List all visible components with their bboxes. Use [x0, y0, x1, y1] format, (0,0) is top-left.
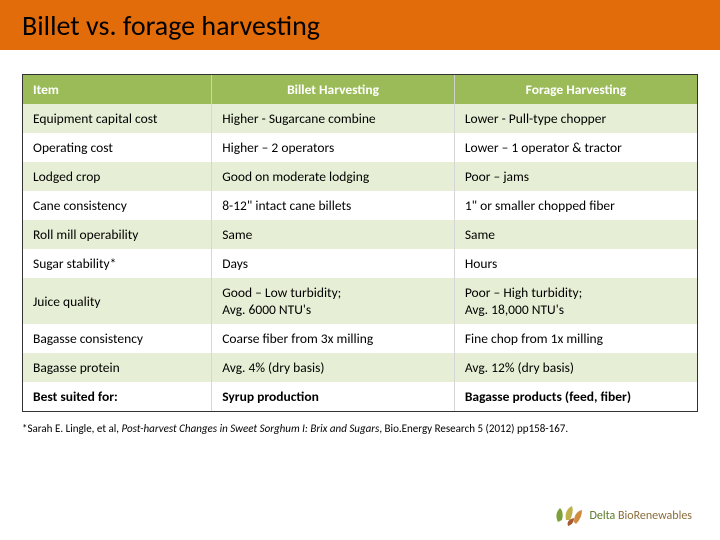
cell-billet: Good on moderate lodging	[212, 162, 455, 191]
cell-item: Best suited for:	[23, 382, 212, 411]
page-title: Billet vs. forage harvesting	[22, 8, 320, 43]
table-row: Bagasse proteinAvg. 4% (dry basis)Avg. 1…	[23, 353, 697, 382]
col-header-item: Item	[23, 75, 212, 104]
col-header-forage: Forage Harvesting	[454, 75, 697, 104]
table-header-row: Item Billet Harvesting Forage Harvesting	[23, 75, 697, 104]
cell-item: Equipment capital cost	[23, 104, 212, 133]
table-row: Roll mill operabilitySameSame	[23, 220, 697, 249]
comparison-table-container: Item Billet Harvesting Forage Harvesting…	[22, 74, 698, 412]
cell-billet: Good – Low turbidity;Avg. 6000 NTU's	[212, 278, 455, 324]
cell-forage: Poor – jams	[454, 162, 697, 191]
brand-rest: BioRenewables	[618, 509, 692, 523]
cell-item: Sugar stability*	[23, 249, 212, 278]
footnote-prefix: *Sarah E. Lingle, et al,	[22, 422, 122, 435]
cell-forage: 1" or smaller chopped fiber	[454, 191, 697, 220]
comparison-table: Item Billet Harvesting Forage Harvesting…	[23, 75, 697, 411]
table-row: Sugar stability*DaysHours	[23, 249, 697, 278]
cell-forage: Same	[454, 220, 697, 249]
footnote: *Sarah E. Lingle, et al, Post-harvest Ch…	[22, 422, 698, 435]
cell-item: Lodged crop	[23, 162, 212, 191]
title-bar: Billet vs. forage harvesting	[0, 0, 720, 50]
table-row: Juice qualityGood – Low turbidity;Avg. 6…	[23, 278, 697, 324]
cell-item: Bagasse protein	[23, 353, 212, 382]
table-row: Bagasse consistencyCoarse fiber from 3x …	[23, 324, 697, 353]
cell-item: Cane consistency	[23, 191, 212, 220]
cell-forage: Bagasse products (feed, fiber)	[454, 382, 697, 411]
cell-forage: Lower – 1 operator & tractor	[454, 133, 697, 162]
cell-billet: 8-12" intact cane billets	[212, 191, 455, 220]
table-row: Equipment capital costHigher - Sugarcane…	[23, 104, 697, 133]
cell-billet: Syrup production	[212, 382, 455, 411]
cell-forage: Fine chop from 1x milling	[454, 324, 697, 353]
table-row: Lodged cropGood on moderate lodgingPoor …	[23, 162, 697, 191]
cell-forage: Hours	[454, 249, 697, 278]
cell-billet: Days	[212, 249, 455, 278]
cell-billet: Higher - Sugarcane combine	[212, 104, 455, 133]
leaf-icon	[552, 502, 586, 530]
cell-item: Operating cost	[23, 133, 212, 162]
cell-billet: Same	[212, 220, 455, 249]
brand-logo: Delta BioRenewables	[552, 502, 692, 530]
brand-text: Delta BioRenewables	[590, 509, 692, 523]
col-header-billet: Billet Harvesting	[212, 75, 455, 104]
cell-item: Roll mill operability	[23, 220, 212, 249]
cell-item: Bagasse consistency	[23, 324, 212, 353]
cell-forage: Lower - Pull-type chopper	[454, 104, 697, 133]
cell-billet: Coarse fiber from 3x milling	[212, 324, 455, 353]
footnote-italic: Post-harvest Changes in Sweet Sorghum I:…	[122, 422, 380, 435]
cell-billet: Avg. 4% (dry basis)	[212, 353, 455, 382]
cell-item: Juice quality	[23, 278, 212, 324]
footnote-suffix: , Bio.Energy Research 5 (2012) pp158-167…	[379, 422, 568, 435]
cell-forage: Avg. 12% (dry basis)	[454, 353, 697, 382]
brand-prefix: Delta	[590, 509, 618, 523]
cell-forage: Poor – High turbidity;Avg. 18,000 NTU's	[454, 278, 697, 324]
table-row: Best suited for:Syrup productionBagasse …	[23, 382, 697, 411]
table-row: Operating costHigher – 2 operatorsLower …	[23, 133, 697, 162]
table-row: Cane consistency8-12" intact cane billet…	[23, 191, 697, 220]
cell-billet: Higher – 2 operators	[212, 133, 455, 162]
